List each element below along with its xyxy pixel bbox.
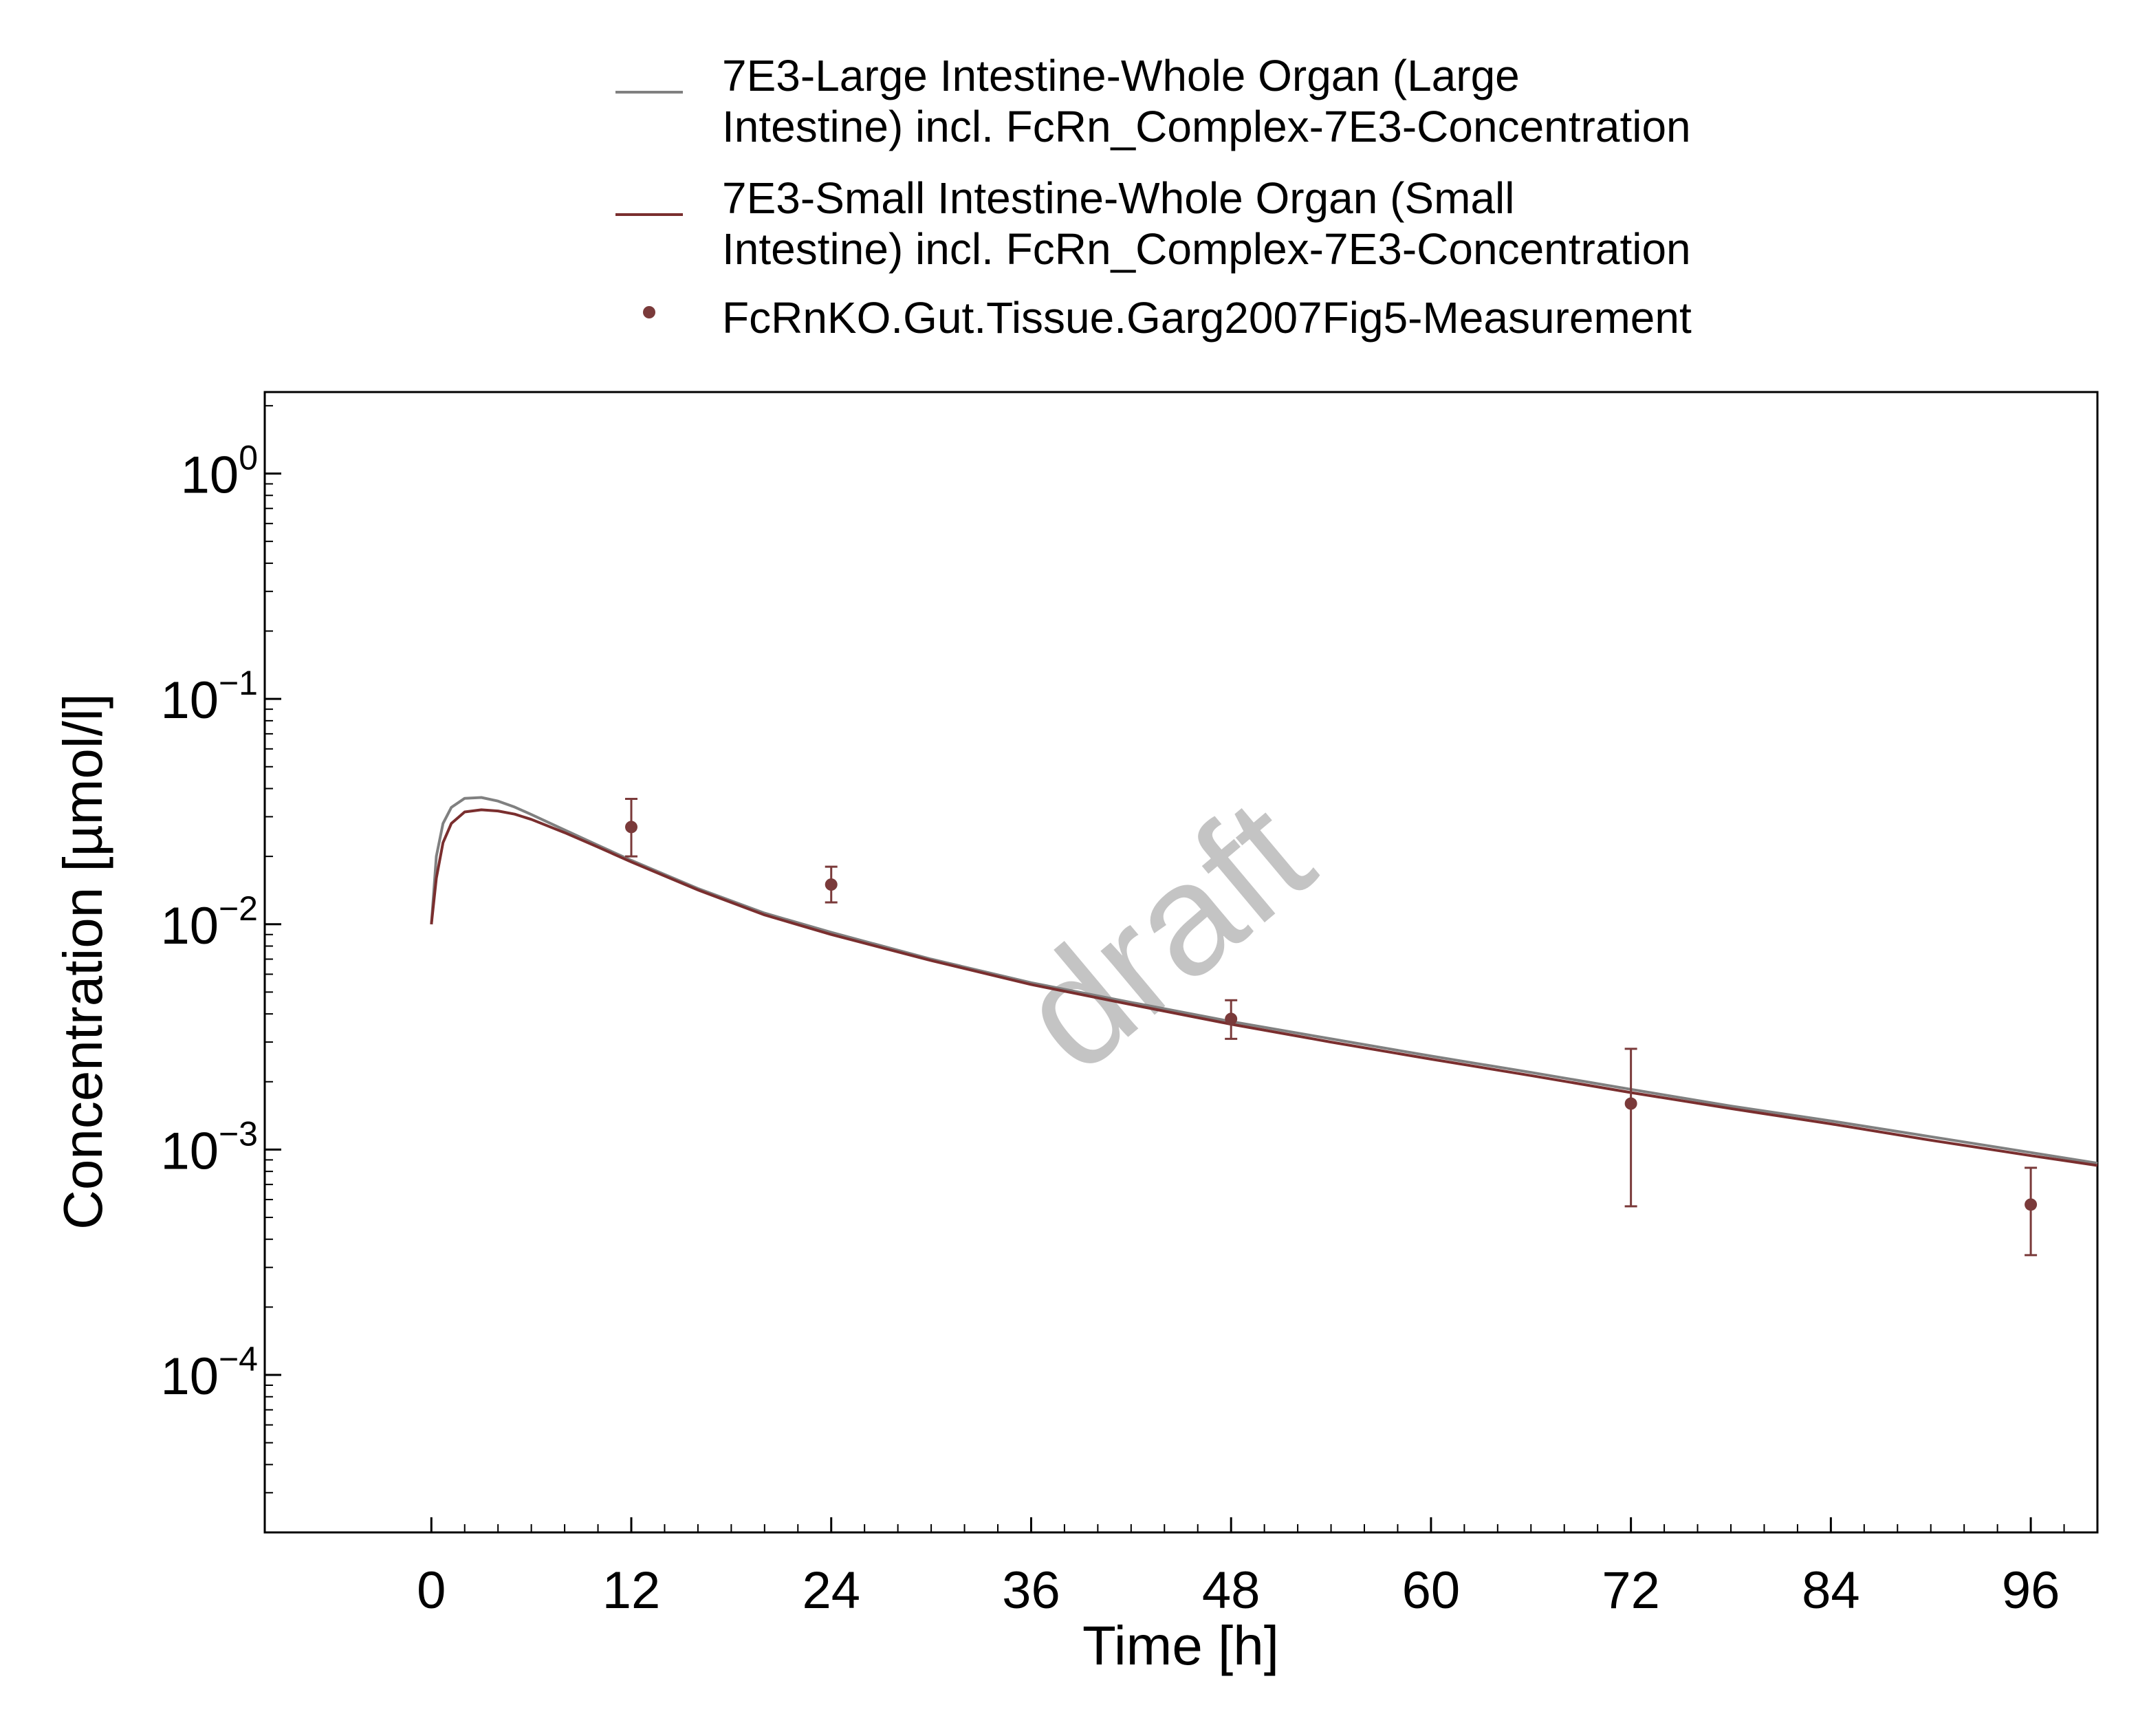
x-axis-title: Time [h]	[1082, 1615, 1279, 1676]
y-tick-label: 100	[181, 439, 258, 505]
watermark-draft: draft	[987, 766, 1343, 1105]
x-tick-label: 36	[1002, 1561, 1060, 1620]
y-axis-title: Concentration [µmol/l]	[52, 693, 113, 1230]
x-tick-label: 24	[802, 1561, 860, 1620]
x-tick-label: 72	[1602, 1561, 1660, 1620]
plot-content	[430, 796, 2098, 1257]
x-tick-label: 96	[2002, 1561, 2060, 1620]
series-line-1	[430, 796, 2098, 1165]
legend: 7E3-Large Intestine-Whole Organ (LargeIn…	[615, 51, 1692, 343]
x-tick-label: 60	[1402, 1561, 1461, 1620]
y-tick-label: 10−3	[160, 1114, 258, 1180]
x-tick-label: 12	[602, 1561, 661, 1620]
x-tick-label: 48	[1202, 1561, 1261, 1620]
series-line-2	[430, 808, 2098, 1167]
legend-label: FcRnKO.Gut.Tissue.Garg2007Fig5-Measureme…	[722, 293, 1692, 343]
x-axis: 0 12 24 36 48 60 72 84 96	[417, 1517, 2098, 1620]
legend-label: Intestine) incl. FcRn_Complex-7E3-Concen…	[722, 224, 1691, 274]
measurement-point	[825, 878, 838, 891]
plot-area	[263, 391, 2099, 1534]
legend-label: 7E3-Large Intestine-Whole Organ (Large	[722, 51, 1520, 100]
y-tick-label: 10−1	[160, 664, 258, 730]
legend-label: Intestine) incl. FcRn_Complex-7E3-Concen…	[722, 102, 1691, 151]
legend-swatch-marker	[643, 306, 655, 318]
measurement-point	[1225, 1012, 1238, 1026]
measurement-point	[2025, 1198, 2038, 1211]
y-tick-label: 10−4	[160, 1340, 258, 1406]
x-tick-label: 84	[1802, 1561, 1860, 1620]
y-axis: 100 10−1 10−2 10−3 10−4	[160, 404, 281, 1533]
measurement-point	[1624, 1097, 1637, 1110]
measurement-point	[625, 821, 637, 834]
x-tick-label: 0	[417, 1561, 446, 1620]
y-tick-label: 10−2	[160, 889, 258, 955]
legend-label: 7E3-Small Intestine-Whole Organ (Small	[722, 173, 1514, 223]
